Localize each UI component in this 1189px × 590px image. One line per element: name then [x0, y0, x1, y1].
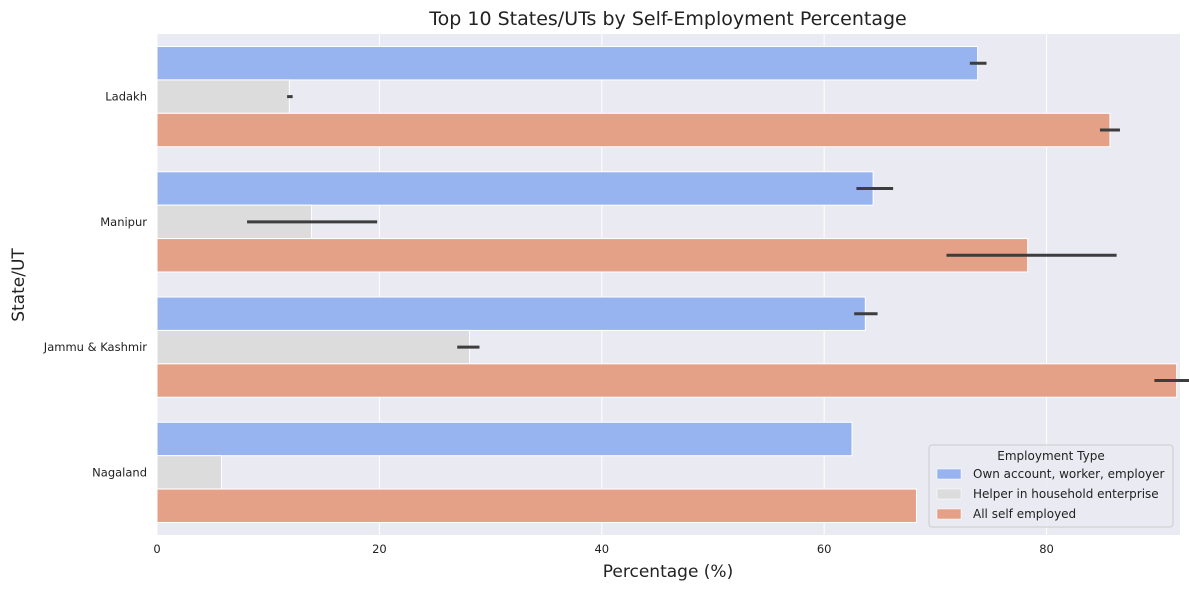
bar	[156, 112, 1111, 148]
bar	[156, 329, 470, 365]
legend-label: Helper in household enterprise	[973, 487, 1159, 501]
bar	[156, 421, 853, 457]
x-tick-label: 80	[1039, 542, 1054, 556]
bar	[156, 171, 874, 206]
bar	[156, 363, 1178, 398]
y-tick-label: Nagaland	[92, 465, 147, 479]
bar	[156, 488, 917, 523]
y-axis-title: State/UT	[9, 248, 29, 322]
chart-title: Top 10 States/UTs by Self-Employment Per…	[428, 8, 906, 30]
legend-title: Employment Type	[997, 449, 1104, 463]
legend-swatch	[936, 508, 962, 520]
legend-items: Own account, worker, employer Helper in h…	[936, 467, 1165, 521]
bar	[156, 79, 290, 114]
bar	[156, 455, 222, 490]
bar	[156, 296, 866, 331]
x-tick-label: 40	[594, 542, 609, 556]
y-tick-label: Jammu & Kashmir	[43, 340, 147, 354]
bars	[156, 46, 1178, 523]
x-tick-labels: 0 20 40 60 80	[153, 542, 1054, 556]
legend-swatch	[936, 468, 962, 480]
error-bars	[247, 61, 1189, 383]
y-tick-label: Ladakh	[105, 90, 147, 104]
legend-box	[928, 444, 1174, 528]
legend-label: All self employed	[973, 507, 1076, 521]
bar	[156, 46, 979, 81]
bar	[156, 238, 1029, 273]
x-axis-title: Percentage (%)	[603, 562, 733, 582]
x-tick-label: 20	[372, 542, 387, 556]
y-tick-labels: Ladakh Manipur Jammu & Kashmir Nagaland	[43, 90, 147, 480]
legend-label: Own account, worker, employer	[973, 467, 1165, 481]
legend: Employment Type Own account, worker, emp…	[928, 444, 1174, 528]
y-tick-label: Manipur	[100, 215, 147, 229]
x-tick-label: 60	[817, 542, 832, 556]
legend-swatch	[936, 488, 962, 500]
x-tick-label: 0	[153, 542, 160, 556]
